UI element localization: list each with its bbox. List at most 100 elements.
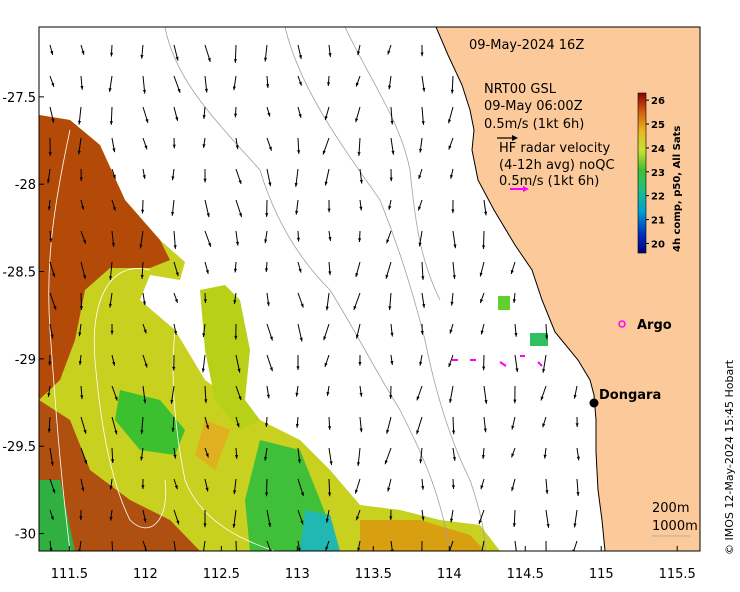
current-vector-head (171, 428, 175, 432)
current-vector-head (235, 145, 239, 150)
current-vector-head (144, 363, 148, 368)
current-vector-shaft (79, 540, 82, 551)
model-time-label: 09-May 06:00Z (484, 99, 583, 114)
lat-tick-label: -28 (15, 178, 36, 193)
current-vector-head (451, 485, 455, 489)
current-vector-head (202, 144, 206, 148)
current-vector-head (327, 208, 331, 213)
current-vector-shaft (573, 540, 578, 551)
colorbar-tick-label: 26 (651, 96, 665, 107)
current-vector-head (480, 555, 483, 559)
sst-isotherms (48, 129, 276, 551)
current-vector-head (356, 462, 361, 466)
current-vector-head (386, 239, 390, 244)
current-vector-head (448, 145, 452, 150)
current-vector-head (480, 330, 484, 335)
current-vector-head (80, 85, 84, 90)
current-vector-head (484, 399, 488, 404)
current-vector-head (233, 490, 237, 495)
current-vector-head (329, 461, 333, 466)
current-vector-head (421, 486, 425, 490)
current-vector-head (300, 492, 304, 497)
current-vector-head (235, 553, 238, 557)
current-vector-head (353, 305, 357, 310)
current-vector-head (296, 366, 300, 371)
current-vector-head (545, 490, 549, 494)
current-vector-head (235, 241, 239, 246)
current-vector-head (139, 244, 143, 249)
current-vector-head (449, 329, 453, 334)
colorbar-tick-label: 22 (651, 192, 665, 203)
current-vector-head (175, 56, 179, 61)
dongara-label: Dongara (599, 388, 661, 403)
current-vector-shaft (449, 540, 454, 551)
radar-subtitle-label: (4-12h avg) noQC (499, 158, 615, 173)
current-vector-head (416, 430, 420, 435)
current-vector-head (359, 392, 363, 397)
current-vector-head (49, 238, 53, 243)
current-vector-head (47, 393, 51, 397)
current-vector-head (50, 516, 54, 521)
current-vector-head (208, 242, 211, 247)
current-vector-head (294, 182, 298, 187)
current-vector-head (80, 395, 84, 400)
current-vector-head (478, 520, 482, 525)
current-vector-head (109, 121, 113, 125)
current-vector-head (419, 459, 423, 464)
current-vector-head (390, 361, 394, 365)
hf-radar-vectors (452, 355, 543, 367)
current-vector-head (233, 59, 238, 63)
plot-frame (38, 26, 701, 552)
current-vector-head (390, 120, 394, 125)
radar-scale-label: 0.5m/s (1kt 6h) (499, 174, 599, 189)
current-vector-head (234, 113, 238, 118)
current-vector-head (142, 301, 146, 306)
lon-tick-label: 115 (589, 567, 614, 582)
lon-tick-label: 112 (133, 567, 158, 582)
current-vector-head (82, 239, 86, 244)
current-vector-head (388, 306, 392, 311)
colorbar: 26 25 24 23 22 21 20 4h comp, p50, All Sats (637, 92, 683, 254)
current-vector-head (545, 553, 548, 557)
current-vector-head (108, 88, 112, 92)
current-vector-head (238, 213, 242, 218)
current-vector-head (296, 237, 300, 242)
current-vector-head (357, 152, 361, 156)
current-vector-head (81, 50, 85, 55)
colorbar-tick-label: 23 (651, 168, 665, 179)
current-vector-head (268, 523, 272, 527)
current-vector-head (177, 88, 181, 93)
colorbar-tick-label: 21 (651, 216, 665, 227)
lon-tick-label: 115.5 (659, 567, 696, 582)
current-vector-head (79, 177, 83, 181)
current-vector-head (145, 118, 149, 123)
current-vector-head (173, 454, 177, 459)
current-vector-head (175, 272, 179, 277)
current-vector-head (114, 430, 118, 435)
current-vector-head (238, 396, 242, 401)
current-vector-head (355, 334, 359, 339)
current-vector-head (452, 456, 456, 461)
radar-title-label: HF radar velocity (499, 141, 611, 156)
current-vector-head (450, 518, 454, 523)
current-vector-head (324, 362, 328, 367)
current-vector-head (359, 206, 363, 211)
current-vector-head (573, 394, 577, 399)
current-vector-head (141, 485, 145, 490)
current-vector-head (174, 298, 178, 303)
current-vector-head (573, 523, 577, 528)
current-vector-head (300, 303, 304, 308)
current-vector-head (53, 305, 57, 310)
current-vector-head (265, 213, 269, 217)
current-vector-head (203, 523, 207, 528)
current-vector-head (266, 302, 270, 307)
contour-200-label: 200m (652, 501, 689, 516)
current-vector-head (388, 85, 392, 90)
credit-label: © IMOS 12-May-2024 15:45 Hobart (723, 359, 736, 555)
current-vector-head (575, 423, 579, 428)
current-vector-head (298, 55, 302, 60)
current-vector-head (111, 459, 115, 464)
model-label: NRT00 GSL (484, 82, 557, 97)
current-vector-head (175, 116, 179, 121)
current-vector-head (297, 459, 301, 464)
